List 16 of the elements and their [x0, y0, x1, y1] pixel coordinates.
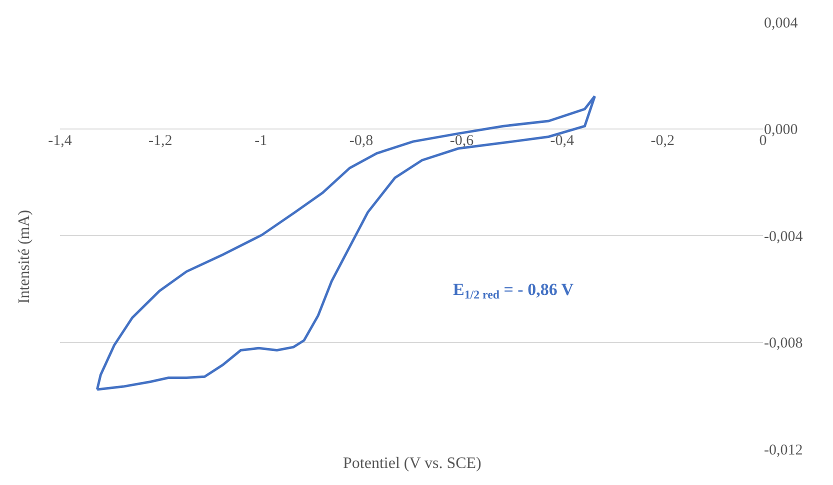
x-tick-label: -0,2: [650, 132, 674, 149]
y-tick-label: -0,008: [764, 336, 803, 352]
x-tick-label: -1,4: [48, 132, 72, 149]
y-tick-label: -0,012: [764, 442, 803, 458]
x-tick-label: -0,6: [450, 132, 474, 149]
x-tick-label: -0,8: [349, 132, 374, 149]
x-tick-label: 0: [759, 132, 767, 149]
y-tick-label: -0,004: [764, 228, 804, 245]
x-tick-label: -1,2: [148, 132, 172, 149]
x-axis-title: Potentiel (V vs. SCE): [343, 455, 482, 472]
y-tick-label: 0,004: [764, 15, 798, 32]
x-tick-label: -1: [254, 132, 268, 149]
annotation: E$_{1/2 red}$ = - 0,86 V: [453, 280, 574, 302]
y-axis-title: Intensité (mA): [16, 210, 33, 304]
y-tick-label: 0,000: [764, 122, 798, 138]
x-tick-label: -0,4: [550, 132, 575, 149]
